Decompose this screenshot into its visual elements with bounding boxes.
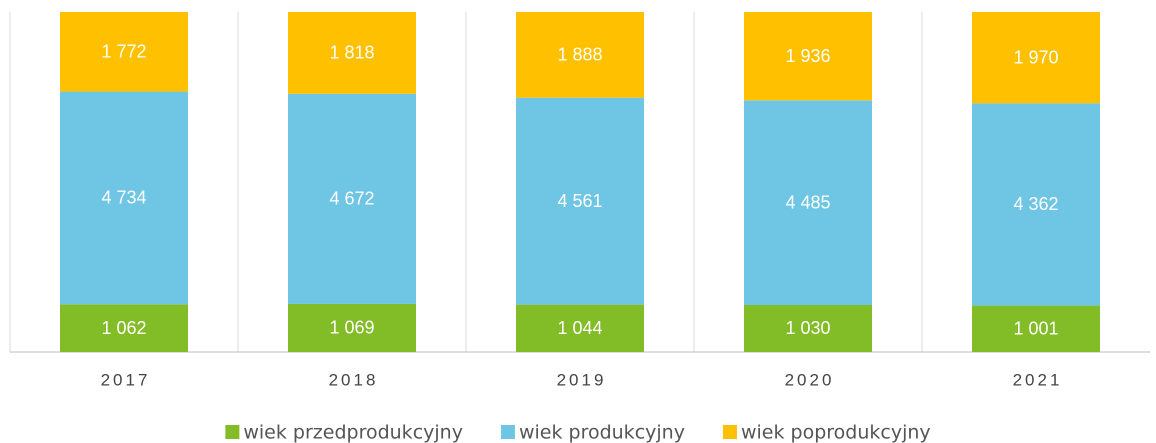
value-label: 4 485 xyxy=(785,192,830,212)
legend-swatch xyxy=(500,425,515,439)
x-tick-label: 2020 xyxy=(785,370,835,389)
x-tick-label: 2018 xyxy=(329,370,379,389)
value-label: 1 030 xyxy=(785,318,830,338)
bar-segment xyxy=(60,304,188,352)
legend-label: wiek przedprodukcyjny xyxy=(243,422,463,443)
bar-segment xyxy=(516,304,644,352)
bar-segment xyxy=(516,12,644,98)
legend-swatch xyxy=(722,425,737,439)
bar-segment xyxy=(516,97,644,305)
value-label: 1 970 xyxy=(1013,47,1058,67)
bar-segment xyxy=(288,93,416,304)
bar-segment xyxy=(744,100,872,305)
value-label: 4 734 xyxy=(101,188,146,208)
bar-segment xyxy=(288,303,416,352)
value-label: 1 062 xyxy=(101,318,146,338)
value-label: 4 362 xyxy=(1013,194,1058,214)
x-tick-label: 2019 xyxy=(557,370,607,389)
value-label: 1 818 xyxy=(329,43,374,63)
legend-label: wiek poprodukcyjny xyxy=(741,422,931,443)
value-label: 1 069 xyxy=(329,318,374,338)
value-label: 1 772 xyxy=(101,42,146,62)
bar-segment xyxy=(744,12,872,101)
x-tick-label: 2021 xyxy=(1013,370,1063,389)
bar-segment xyxy=(972,305,1100,352)
value-label: 4 672 xyxy=(329,189,374,209)
value-label: 4 561 xyxy=(557,191,602,211)
value-label: 1 888 xyxy=(557,45,602,65)
bar-segment xyxy=(972,103,1100,306)
value-label: 1 044 xyxy=(557,318,602,338)
bar-segment xyxy=(972,12,1100,104)
bar-segment xyxy=(60,12,188,92)
value-label: 1 001 xyxy=(1013,319,1058,339)
x-tick-label: 2017 xyxy=(101,370,151,389)
bar-segment xyxy=(288,12,416,94)
bar-segment xyxy=(60,91,188,305)
legend-swatch xyxy=(225,425,240,439)
value-label: 1 936 xyxy=(785,46,830,66)
legend-label: wiek produkcyjny xyxy=(519,422,685,443)
bar-segment xyxy=(744,304,872,352)
